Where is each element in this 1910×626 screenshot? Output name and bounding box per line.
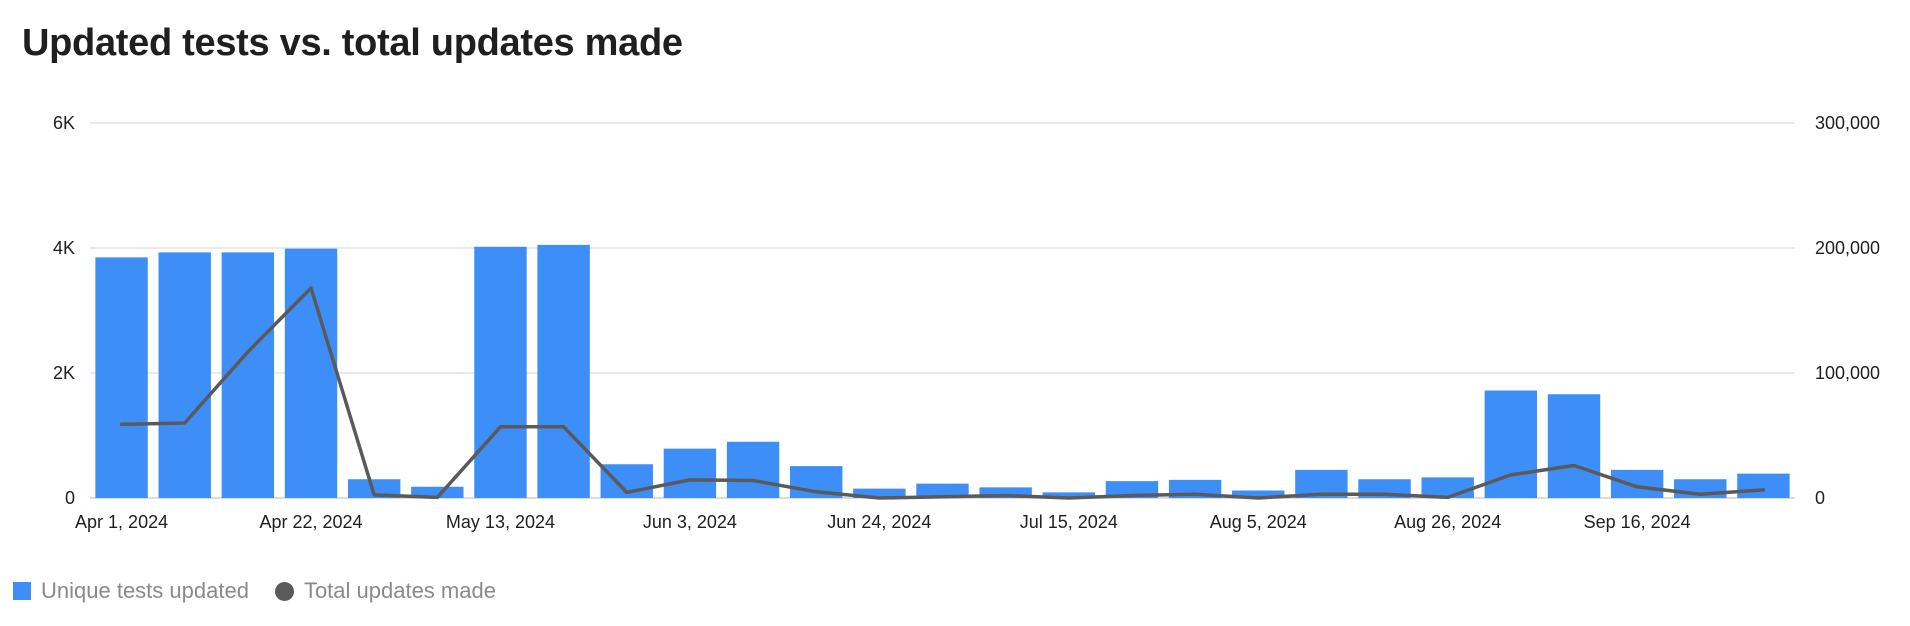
x-tick-label: May 13, 2024: [446, 512, 555, 532]
y-left-tick-label: 6K: [53, 113, 75, 133]
bar: [1610, 469, 1664, 498]
y-axis-left: 0 2K 4K 6K: [53, 113, 75, 508]
chart-plot: 0 2K 4K 6K 0 100,000 200,000 300,000 Apr 1, 20…: [53, 113, 1880, 532]
bar-series-unique-tests-updated: [95, 244, 1790, 498]
x-tick-label: Aug 26, 2024: [1394, 512, 1501, 532]
y-left-tick-label: 4K: [53, 238, 75, 258]
bar: [726, 441, 780, 498]
y-left-tick-label: 0: [65, 488, 75, 508]
bar: [1737, 473, 1790, 498]
bar: [158, 252, 211, 498]
legend-item-total-updates-made[interactable]: Total updates made: [274, 578, 496, 604]
x-tick-label: Jul 15, 2024: [1020, 512, 1118, 532]
y-left-tick-label: 2K: [53, 363, 75, 383]
chart-title: Updated tests vs. total updates made: [22, 22, 683, 64]
bar: [474, 246, 527, 498]
bar: [537, 244, 590, 498]
y-right-tick-label: 200,000: [1815, 238, 1880, 258]
bar: [853, 488, 906, 498]
bar: [1547, 394, 1601, 498]
y-right-tick-label: 0: [1815, 488, 1825, 508]
line-series-total-updates-made: [119, 286, 1766, 500]
gridlines: [90, 122, 1795, 499]
x-tick-label: Jun 3, 2024: [643, 512, 737, 532]
x-tick-label: Sep 16, 2024: [1584, 512, 1691, 532]
bar: [347, 479, 401, 498]
bar: [1232, 490, 1285, 498]
legend-swatch-bar: [13, 582, 31, 600]
y-axis-right: 0 100,000 200,000 300,000: [1815, 113, 1880, 508]
legend-item-unique-tests-updated[interactable]: Unique tests updated: [13, 578, 249, 604]
bar: [663, 448, 717, 498]
bar: [916, 483, 969, 498]
x-tick-label: Apr 22, 2024: [259, 512, 362, 532]
bar: [284, 248, 338, 498]
x-tick-label: Apr 1, 2024: [75, 512, 168, 532]
legend-label-total-updates-made: Total updates made: [303, 578, 496, 603]
bar: [411, 486, 464, 498]
x-tick-label: Aug 5, 2024: [1210, 512, 1307, 532]
bar: [95, 257, 148, 498]
bar: [221, 252, 275, 498]
y-right-tick-label: 300,000: [1815, 113, 1880, 133]
x-tick-label: Jun 24, 2024: [827, 512, 931, 532]
series-line: [119, 286, 1766, 500]
bar: [979, 487, 1032, 498]
legend-swatch-dot: [274, 581, 294, 601]
legend-label-unique-tests-updated: Unique tests updated: [41, 578, 249, 603]
legend: Unique tests updated Total updates made: [13, 578, 522, 604]
y-right-tick-label: 100,000: [1815, 363, 1880, 383]
x-axis: Apr 1, 2024 Apr 22, 2024 May 13, 2024 Jun 3…: [75, 512, 1691, 532]
bar: [1042, 492, 1096, 498]
